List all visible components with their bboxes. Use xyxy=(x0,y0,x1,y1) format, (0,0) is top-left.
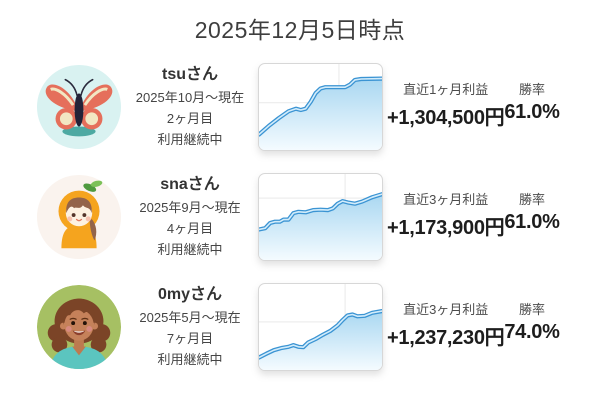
user-period: 2025年10月〜現在 xyxy=(135,90,245,105)
profit-sparkline-chart xyxy=(258,63,383,151)
profit-column: 直近1ヶ月利益 +1,304,500円 xyxy=(387,79,505,130)
winrate-column: 勝率 61.0% xyxy=(504,189,560,234)
user-status: 利用継続中 xyxy=(157,352,223,367)
winrate-value: 74.0% xyxy=(504,320,560,343)
user-rows: tsuさん 2025年10月〜現在 2ヶ月目 利用継続中 直近1ヶ月利益 +1,… xyxy=(0,52,600,382)
profit-label: 直近3ヶ月利益 xyxy=(403,191,489,207)
winrate-label: 勝率 xyxy=(518,301,545,317)
user-info: tsuさん 2025年10月〜現在 2ヶ月目 利用継続中 xyxy=(122,64,258,150)
profit-value: +1,304,500円 xyxy=(387,106,505,129)
profit-summary: 直近1ヶ月利益 +1,304,500円 勝率 61.0% xyxy=(387,79,560,130)
user-period: 2025年5月〜現在 xyxy=(139,310,241,325)
profit-value: +1,237,230円 xyxy=(387,326,505,349)
profit-value: +1,173,900円 xyxy=(387,216,505,239)
page-title: 2025年12月5日時点 xyxy=(194,17,406,43)
user-duration: 7ヶ月目 xyxy=(166,331,214,346)
winrate-column: 勝率 74.0% xyxy=(504,299,560,344)
winrate-value: 61.0% xyxy=(504,100,560,123)
profit-column: 直近3ヶ月利益 +1,237,230円 xyxy=(387,299,505,350)
orange-girl-avatar-icon xyxy=(36,174,122,260)
user-period: 2025年9月〜現在 xyxy=(139,200,241,215)
user-row-sna: snaさん 2025年9月〜現在 4ヶ月目 利用継続中 直近3ヶ月利益 +1,1… xyxy=(0,162,600,272)
profit-sparkline-chart xyxy=(258,283,383,371)
profit-summary: 直近3ヶ月利益 +1,237,230円 勝率 74.0% xyxy=(387,299,560,350)
profit-label: 直近1ヶ月利益 xyxy=(403,81,489,97)
winrate-label: 勝率 xyxy=(518,81,545,97)
profit-label: 直近3ヶ月利益 xyxy=(403,301,489,317)
user-status: 利用継続中 xyxy=(157,132,223,147)
woman-avatar-icon xyxy=(36,284,122,370)
winrate-column: 勝率 61.0% xyxy=(504,79,560,124)
user-duration: 2ヶ月目 xyxy=(166,111,214,126)
user-info: snaさん 2025年9月〜現在 4ヶ月目 利用継続中 xyxy=(122,174,258,260)
winrate-label: 勝率 xyxy=(518,191,545,207)
user-duration: 4ヶ月目 xyxy=(166,221,214,236)
winrate-value: 61.0% xyxy=(504,210,560,233)
user-name: snaさん xyxy=(160,176,220,193)
user-row-tsu: tsuさん 2025年10月〜現在 2ヶ月目 利用継続中 直近1ヶ月利益 +1,… xyxy=(0,52,600,162)
user-status: 利用継続中 xyxy=(157,242,223,257)
user-name: tsuさん xyxy=(161,66,218,83)
user-row-0my: 0myさん 2025年5月〜現在 7ヶ月目 利用継続中 直近3ヶ月利益 +1,2… xyxy=(0,272,600,382)
butterfly-avatar-icon xyxy=(36,64,122,150)
profit-sparkline-chart xyxy=(258,173,383,261)
user-name: 0myさん xyxy=(157,286,223,303)
user-info: 0myさん 2025年5月〜現在 7ヶ月目 利用継続中 xyxy=(122,284,258,370)
profit-summary: 直近3ヶ月利益 +1,173,900円 勝率 61.0% xyxy=(387,189,560,240)
profit-column: 直近3ヶ月利益 +1,173,900円 xyxy=(387,189,505,240)
